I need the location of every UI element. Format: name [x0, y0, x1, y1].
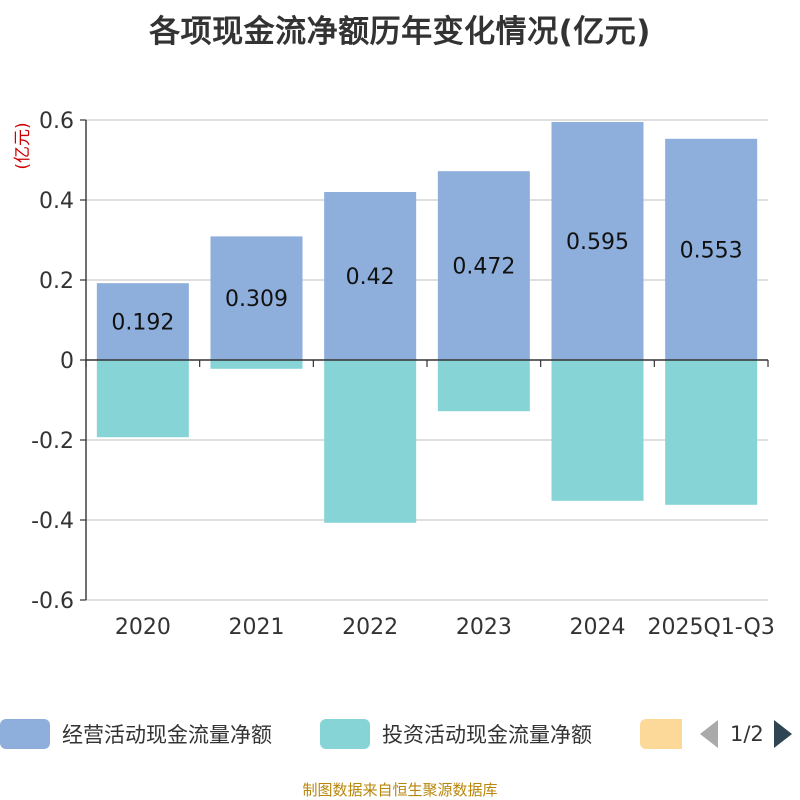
pager-next-icon[interactable]: [773, 720, 792, 748]
bar-investing-2025Q1-Q3: [665, 360, 758, 505]
data-label-2021: 0.309: [225, 287, 288, 312]
x-tick-label-2022: 2022: [342, 615, 398, 640]
legend-item-operating[interactable]: 经营活动现金流量净额: [0, 718, 272, 750]
x-tick-label-2021: 2021: [229, 615, 285, 640]
bar-operating-2022: [324, 192, 417, 360]
data-label-2020: 0.192: [111, 311, 174, 336]
y-tick-label: -0.4: [31, 509, 74, 534]
pager-text: 1/2: [730, 722, 764, 746]
y-axis-label: (亿元): [13, 122, 33, 169]
y-tick-label: 0.2: [39, 269, 74, 294]
x-tick-label-2024: 2024: [570, 615, 626, 640]
data-label-2022: 0.42: [346, 265, 395, 290]
bar-operating-2023: [437, 171, 530, 360]
y-tick-label: -0.6: [31, 589, 74, 614]
bar-operating-2020: [96, 283, 189, 360]
bar-operating-2025Q1-Q3: [665, 138, 758, 360]
bar-operating-2021: [210, 236, 303, 360]
data-label-2025Q1-Q3: 0.553: [680, 238, 743, 263]
legend-swatch-operating: [0, 719, 50, 749]
bar-layer: [96, 122, 758, 523]
y-tick-label: -0.2: [31, 429, 74, 454]
legend-item-third[interactable]: [640, 718, 694, 750]
grid-layer: [86, 119, 768, 601]
y-tick-label: 0.6: [39, 109, 74, 134]
bar-investing-2023: [437, 360, 530, 412]
legend-item-investing[interactable]: 投资活动现金流量净额: [320, 718, 592, 750]
label-layer: 0.192 0.309 0.42 0.472 0.595 0.553: [111, 230, 742, 336]
x-tick-label-2025Q1-Q3: 2025Q1-Q3: [647, 615, 774, 640]
data-label-2023: 0.472: [452, 255, 515, 280]
pager-prev-icon[interactable]: [700, 720, 718, 748]
legend-pager: 1/2: [700, 718, 792, 750]
x-tick-label-2023: 2023: [456, 615, 512, 640]
bar-operating-2024: [551, 122, 644, 360]
bar-investing-2022: [324, 360, 417, 523]
legend-label-investing: 投资活动现金流量净额: [382, 723, 592, 747]
x-tick-label-2020: 2020: [115, 615, 171, 640]
axis-layer: -0.6 -0.4 -0.2 0 0.2 0.4 0.6 (亿元) 2020 2021 2022 20…: [13, 109, 775, 640]
bar-investing-2024: [551, 360, 644, 501]
source-note: 制图数据来自恒生聚源数据库: [302, 781, 498, 799]
data-label-2024: 0.595: [566, 230, 629, 255]
y-tick-label: 0.4: [39, 189, 74, 214]
y-tick-label: 0: [60, 349, 74, 374]
bar-investing-2020: [96, 360, 189, 438]
legend-swatch-third: [640, 719, 682, 749]
chart-title: 各项现金流净额历年变化情况(亿元): [149, 14, 651, 50]
bar-investing-2021: [210, 360, 303, 369]
legend: 经营活动现金流量净额 投资活动现金流量净额 1/2: [0, 716, 800, 756]
legend-label-operating: 经营活动现金流量净额: [62, 723, 272, 747]
legend-swatch-investing: [320, 719, 370, 749]
